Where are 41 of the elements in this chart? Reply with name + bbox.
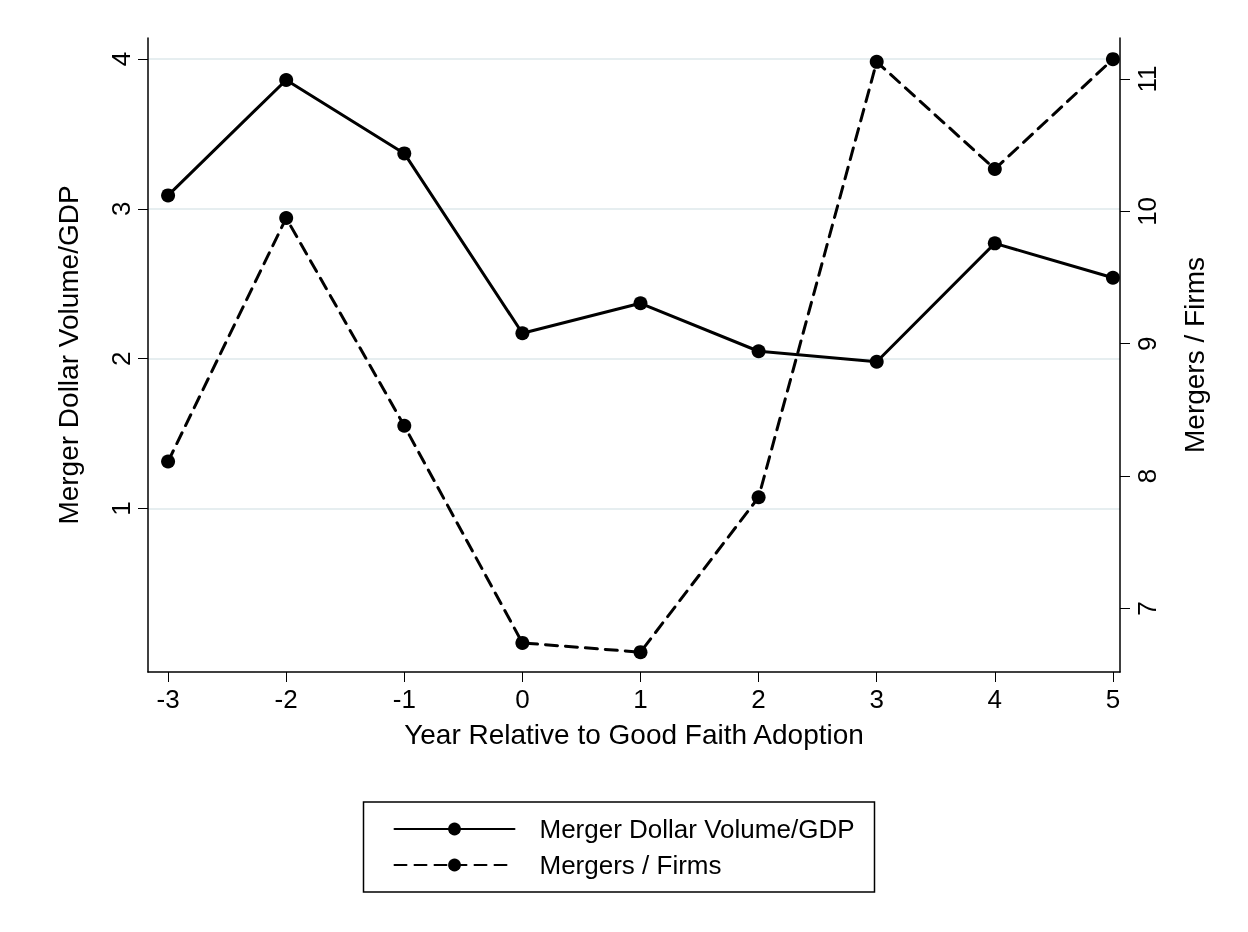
point	[279, 72, 294, 87]
x-tick-label: -3	[156, 684, 180, 714]
y-tick-label: 3	[106, 201, 136, 217]
x-axis-title: Year Relative to Good Faith Adoption	[404, 718, 864, 750]
x-tick-label: 3	[869, 684, 884, 714]
point	[515, 326, 530, 341]
point	[161, 454, 176, 469]
point	[279, 211, 294, 225]
point	[1105, 270, 1120, 285]
point	[751, 490, 766, 505]
y2-tick-label: 7	[1132, 601, 1162, 616]
legend-label: Merger Dollar Volume/GDP	[539, 814, 855, 844]
y-tick-label: 4	[106, 51, 136, 67]
y-tick-label: 2	[106, 351, 136, 366]
x-tick-label: -1	[392, 684, 416, 714]
y2-tick-label: 9	[1132, 336, 1162, 351]
point	[397, 146, 412, 161]
x-tick-label: 0	[515, 684, 530, 714]
point	[987, 162, 1002, 177]
y-tick-label: 1	[106, 501, 136, 516]
y-axis-title: Merger Dollar Volume/GDP	[52, 185, 84, 525]
legend-label: Mergers / Firms	[539, 850, 722, 880]
point	[987, 236, 1002, 251]
point	[397, 418, 412, 433]
y2-tick-label: 11	[1132, 65, 1162, 93]
point	[869, 354, 884, 369]
point	[869, 54, 884, 69]
y2-axis-title: Mergers / Firms	[1178, 257, 1210, 453]
y2-tick-label: 8	[1132, 468, 1162, 484]
x-tick-label: 1	[633, 684, 648, 714]
x-tick-label: -2	[274, 684, 298, 714]
x-tick-label: 4	[987, 684, 1003, 714]
point	[633, 296, 648, 311]
x-tick-label: 2	[751, 684, 766, 714]
point	[633, 645, 648, 660]
point	[1105, 52, 1120, 67]
x-tick-label: 5	[1105, 684, 1121, 714]
point	[515, 635, 530, 650]
y2-tick-label: 10	[1132, 196, 1162, 226]
point	[751, 344, 766, 359]
point	[161, 188, 176, 203]
